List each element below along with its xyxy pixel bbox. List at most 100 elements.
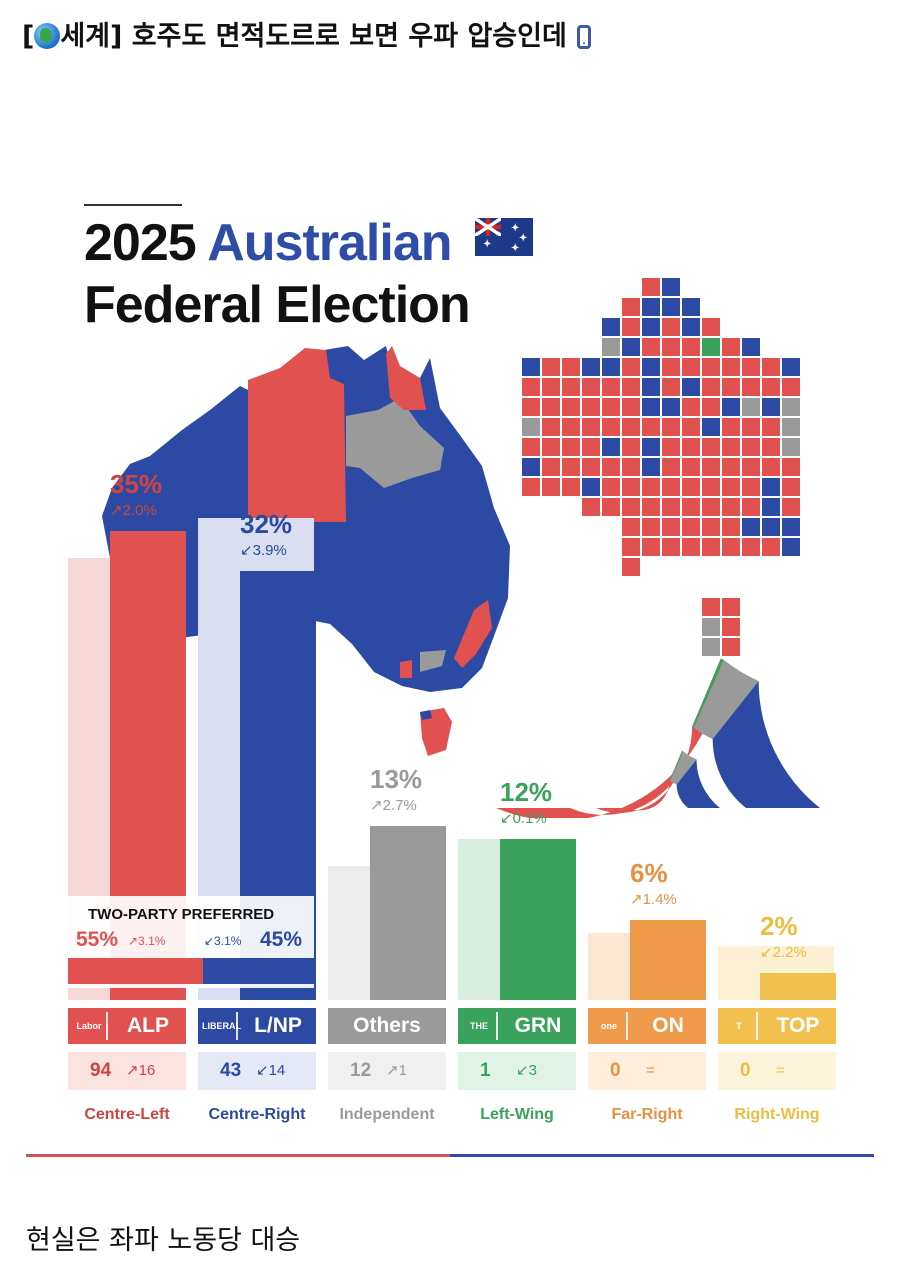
seat-tile (762, 458, 780, 476)
seat-tile (542, 378, 560, 396)
seat-tile (682, 438, 700, 456)
seat-tile (682, 298, 700, 316)
seat-tile (702, 478, 720, 496)
title-country: Australian (207, 214, 452, 272)
bar-chart: 35% ↗2.0% Labor ALP 94 ↗16 Centre-Left 32% ↙3.9%… (48, 198, 856, 1146)
seat-tile (722, 598, 740, 616)
seat-tile (642, 278, 660, 296)
seat-tile (542, 438, 560, 456)
seat-tile (722, 438, 740, 456)
ideology-lnp: Centre-Right (208, 1106, 306, 1123)
seat-change-alp: ↗16 (126, 1062, 156, 1079)
tpp-lnp-pct: 45% (260, 928, 303, 951)
seat-tile (682, 338, 700, 356)
seat-tile (702, 378, 720, 396)
seat-tile (622, 398, 640, 416)
parliament-seat-chart (496, 658, 820, 818)
seat-tile (542, 458, 560, 476)
seat-tile (562, 358, 580, 376)
seat-tile (642, 318, 660, 336)
seat-tile (522, 438, 540, 456)
seat-tile (602, 438, 620, 456)
parliament-inner-arc-others (670, 751, 697, 785)
party-tag-alp: Labor ALP (68, 1008, 186, 1044)
seat-tile (782, 378, 800, 396)
party-name-lnp: L/NP (254, 1014, 302, 1037)
seat-tile (662, 298, 680, 316)
seat-tile (722, 538, 740, 556)
title-line2: Federal Election (84, 276, 471, 334)
footer-divider (26, 1154, 874, 1157)
title-bracket: [ (22, 21, 35, 52)
seat-tile (722, 478, 740, 496)
post-comment: 현실은 좌파 노동당 대승 (26, 1225, 301, 1256)
vote-share-alp: 35% (110, 469, 163, 499)
seat-tile (662, 518, 680, 536)
seat-tile (742, 378, 760, 396)
seat-tile (782, 358, 800, 376)
seat-tile (742, 458, 760, 476)
seat-tile (522, 358, 540, 376)
parliament-arc-grn (692, 658, 724, 728)
seat-tile (622, 498, 640, 516)
seat-tile (622, 418, 640, 436)
seat-tile (762, 438, 780, 456)
seat-tile (602, 378, 620, 396)
seat-tile (742, 338, 760, 356)
vote-share-on: 6% (630, 858, 668, 888)
seat-tile (522, 478, 540, 496)
seat-count-top: 0 = (718, 1052, 836, 1090)
seat-tile (662, 358, 680, 376)
seat-tile (662, 498, 680, 516)
seat-tile (542, 478, 560, 496)
seat-tile (702, 518, 720, 536)
parliament-inner-arc-grn (669, 750, 684, 781)
seat-tile (622, 518, 640, 536)
bar-current-on (630, 920, 706, 1000)
seat-tile (542, 358, 560, 376)
vote-share-grn: 12% (500, 777, 553, 807)
seat-tile (642, 418, 660, 436)
seat-tile (602, 478, 620, 496)
seat-tile (562, 398, 580, 416)
seat-tile (522, 378, 540, 396)
seat-tile (782, 538, 800, 556)
seat-tile (762, 398, 780, 416)
seat-change-lnp: ↙14 (256, 1062, 286, 1079)
seat-tile (582, 438, 600, 456)
seat-tile (742, 498, 760, 516)
party-logo-lnp-icon: LIBERAL (202, 1012, 241, 1040)
bar-current-others (370, 826, 446, 1000)
vote-share-others: 13% (370, 764, 423, 794)
seat-tile (662, 338, 680, 356)
seat-tile (782, 438, 800, 456)
seat-tile (742, 438, 760, 456)
tpp-alp-change: ↗3.1% (128, 934, 166, 948)
seat-tile (702, 358, 720, 376)
seat-tile (642, 398, 660, 416)
party-logo-top-icon: T (722, 1012, 758, 1040)
parliament-arc-others (693, 660, 759, 740)
party-logo-grn-icon: THE GREENS (462, 1012, 500, 1059)
seat-tile (762, 358, 780, 376)
seat-tile (782, 398, 800, 416)
vote-share-lnp: 32% (240, 509, 293, 539)
globe-icon (34, 23, 61, 49)
party-tag-top: T TOP (718, 1008, 836, 1044)
seat-tile (762, 518, 780, 536)
seat-tile (622, 338, 640, 356)
seat-tile (582, 458, 600, 476)
seat-tile (602, 338, 620, 356)
seat-tile (742, 358, 760, 376)
seat-tile (662, 438, 680, 456)
seat-tile (662, 458, 680, 476)
party-tag-others: Others (328, 1008, 446, 1044)
seats-alp: 94 (90, 1060, 112, 1081)
seat-change-on: = (646, 1062, 655, 1079)
seat-tile (642, 358, 660, 376)
seat-tile (562, 478, 580, 496)
seat-count-alp: 94 ↗16 (68, 1052, 186, 1090)
seat-tile (542, 398, 560, 416)
seat-count-on: 0 = (588, 1052, 706, 1090)
seats-lnp: 43 (220, 1060, 242, 1081)
